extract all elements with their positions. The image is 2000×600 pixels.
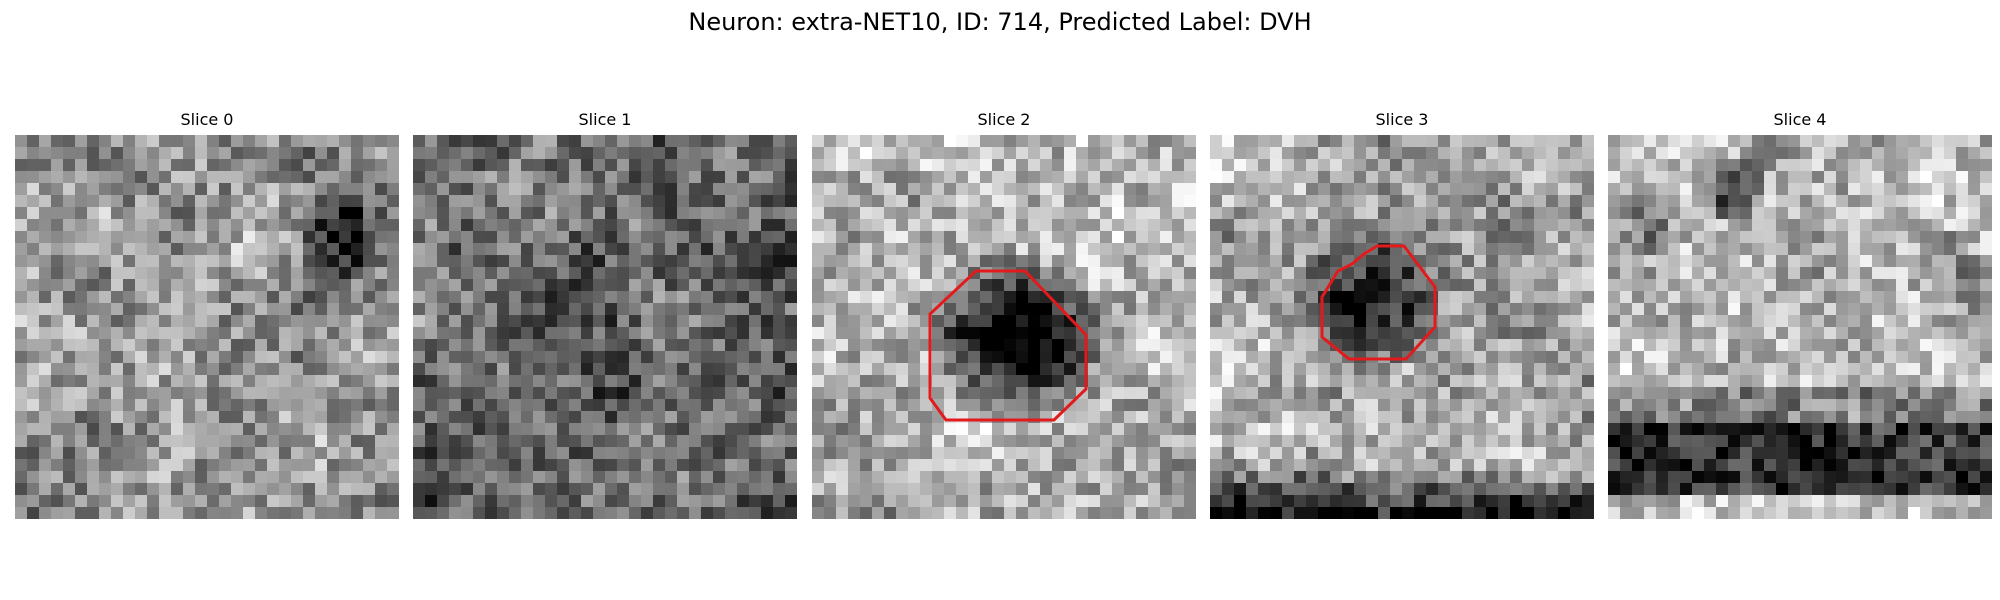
slice-image-2 xyxy=(812,135,1196,519)
slice-image-4 xyxy=(1608,135,1992,519)
slice-image-3 xyxy=(1210,135,1594,519)
slice-image-1 xyxy=(413,135,797,519)
slice-panel-1: Slice 1 xyxy=(413,108,797,519)
slice-image-0 xyxy=(15,135,399,519)
figure-title: Neuron: extra-NET10, ID: 714, Predicted … xyxy=(688,8,1312,36)
slice-title-2: Slice 2 xyxy=(977,110,1031,129)
slice-panel-0: Slice 0 xyxy=(15,108,399,519)
slice-panel-4: Slice 4 xyxy=(1608,108,1992,519)
slice-panel-3: Slice 3 xyxy=(1210,108,1594,519)
slice-title-0: Slice 0 xyxy=(180,110,234,129)
slice-panel-2: Slice 2 xyxy=(812,108,1196,519)
slice-title-4: Slice 4 xyxy=(1773,110,1827,129)
slice-title-1: Slice 1 xyxy=(578,110,632,129)
slice-title-3: Slice 3 xyxy=(1375,110,1429,129)
